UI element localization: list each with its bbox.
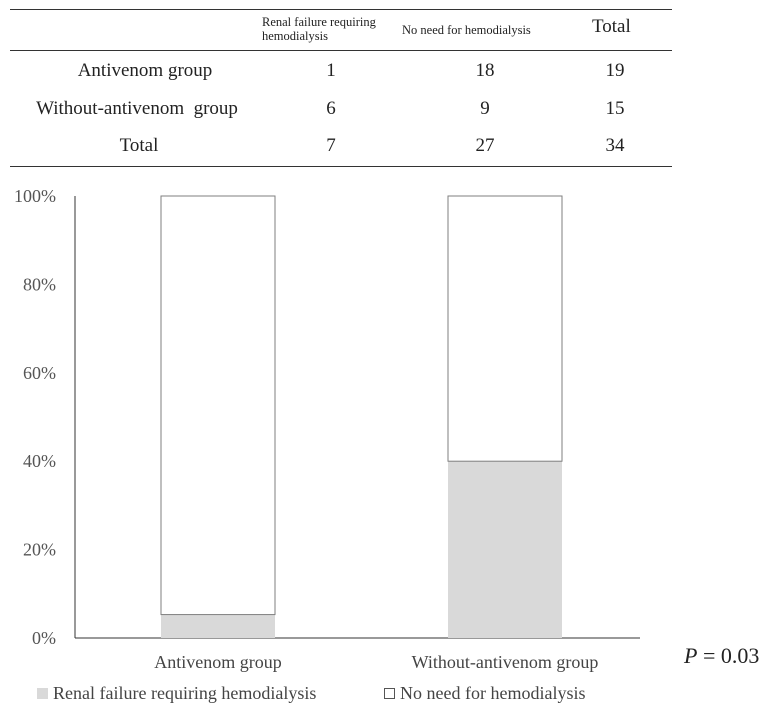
row-label-without-antivenom: Without-antivenom group — [36, 98, 238, 119]
legend-item-no-need: No need for hemodialysis — [384, 683, 585, 704]
y-tick-label: 100% — [14, 186, 56, 206]
bar-segment-renal-1 — [448, 461, 562, 638]
table-header-rule — [10, 50, 672, 51]
legend-swatch-no-need — [384, 688, 395, 699]
legend-item-renal: Renal failure requiring hemodialysis — [37, 683, 316, 704]
p-value-text: = 0.03 — [697, 643, 760, 668]
y-tick-label: 0% — [32, 628, 56, 648]
x-category-label: Without-antivenom group — [412, 652, 599, 672]
row-without-total: 15 — [605, 98, 625, 119]
bar-segment-no-need-0 — [160, 195, 276, 616]
row-label-total: Total — [119, 135, 159, 156]
header-no-need: No need for hemodialysis — [402, 23, 531, 37]
row-total-total: 34 — [605, 135, 625, 156]
row-label-antivenom: Antivenom group — [77, 60, 213, 81]
row-total-renal: 7 — [326, 135, 336, 156]
row-total-noneed: 27 — [475, 135, 495, 156]
row-antivenom-noneed: 18 — [475, 60, 495, 81]
legend-label-renal: Renal failure requiring hemodialysis — [53, 683, 317, 703]
row-antivenom-renal: 1 — [326, 60, 336, 81]
header-renal-failure-line1: Renal failure requiring — [262, 15, 376, 29]
p-value-label: P — [684, 643, 698, 668]
y-tick-label: 60% — [23, 363, 56, 383]
header-total: Total — [592, 16, 631, 37]
p-value-annotation: P = 0.03 — [684, 643, 759, 669]
y-tick-label: 40% — [23, 451, 56, 471]
legend-swatch-renal — [37, 688, 48, 699]
header-renal-failure-line2: hemodialysis — [262, 29, 328, 43]
row-without-renal: 6 — [326, 98, 336, 119]
header-renal-failure: Renal failure requiring hemodialysis — [262, 15, 376, 43]
row-without-noneed: 9 — [480, 98, 490, 119]
row-antivenom-total: 19 — [605, 60, 625, 81]
bar-segment-no-need-1 — [447, 195, 563, 462]
stacked-bar-chart: 0% 20% 40% 60% 80% 100% Antivenom group Without… — [14, 186, 640, 672]
bar-segment-renal-0 — [161, 614, 275, 638]
y-tick-label: 20% — [23, 540, 56, 560]
x-category-label: Antivenom group — [154, 652, 282, 672]
table-top-rule — [10, 9, 672, 10]
y-tick-label: 80% — [23, 274, 56, 294]
table-bottom-rule — [10, 166, 672, 167]
legend-label-no-need: No need for hemodialysis — [400, 683, 586, 703]
